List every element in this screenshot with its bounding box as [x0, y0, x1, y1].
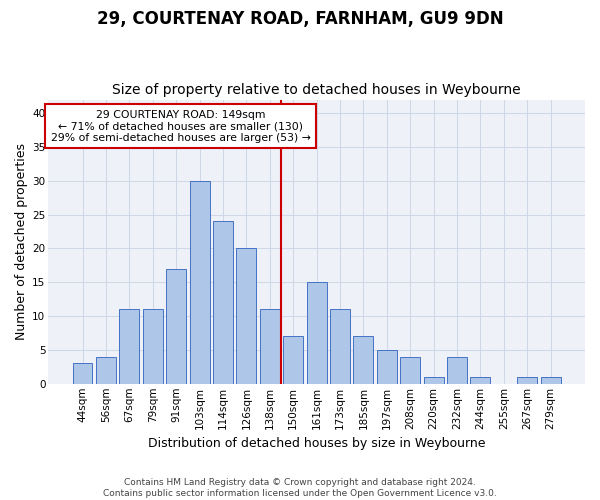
Bar [307, 282, 326, 384]
Bar [470, 377, 490, 384]
Y-axis label: Number of detached properties: Number of detached properties [15, 143, 28, 340]
Bar [236, 248, 256, 384]
Text: 29 COURTENAY ROAD: 149sqm
← 71% of detached houses are smaller (130)
29% of semi: 29 COURTENAY ROAD: 149sqm ← 71% of detac… [51, 110, 311, 143]
Text: 29, COURTENAY ROAD, FARNHAM, GU9 9DN: 29, COURTENAY ROAD, FARNHAM, GU9 9DN [97, 10, 503, 28]
Bar [517, 377, 537, 384]
Bar [283, 336, 303, 384]
Bar [119, 310, 139, 384]
Bar [447, 356, 467, 384]
Title: Size of property relative to detached houses in Weybourne: Size of property relative to detached ho… [112, 83, 521, 97]
Bar [377, 350, 397, 384]
Bar [143, 310, 163, 384]
Bar [330, 310, 350, 384]
Bar [424, 377, 443, 384]
Bar [73, 364, 92, 384]
Bar [166, 268, 186, 384]
Bar [353, 336, 373, 384]
Bar [190, 181, 209, 384]
X-axis label: Distribution of detached houses by size in Weybourne: Distribution of detached houses by size … [148, 437, 485, 450]
Bar [260, 310, 280, 384]
Bar [96, 356, 116, 384]
Bar [400, 356, 420, 384]
Text: Contains HM Land Registry data © Crown copyright and database right 2024.
Contai: Contains HM Land Registry data © Crown c… [103, 478, 497, 498]
Bar [541, 377, 560, 384]
Bar [213, 222, 233, 384]
